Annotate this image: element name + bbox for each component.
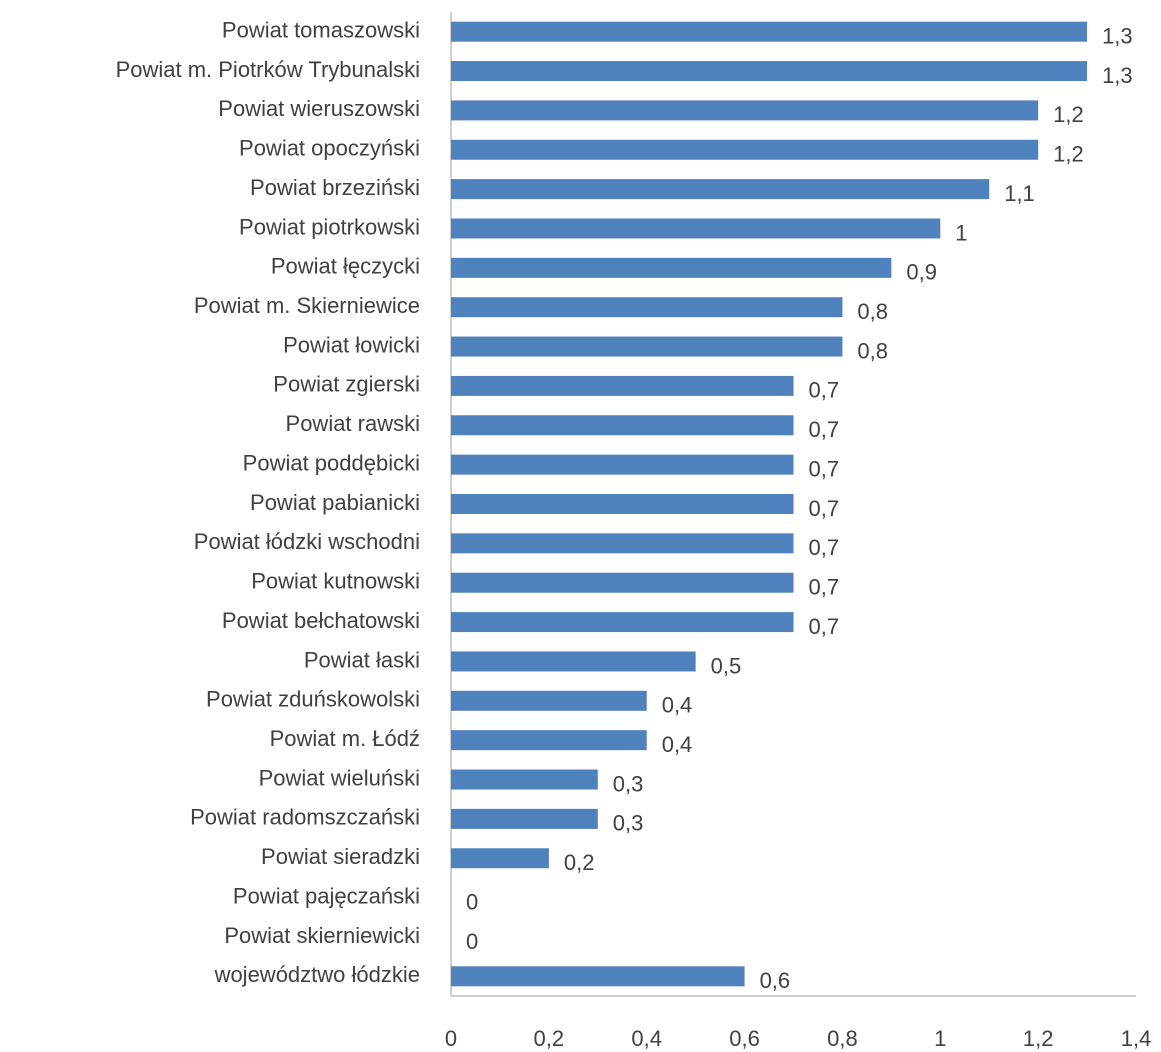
value-label: 0,7 (809, 417, 840, 442)
value-label: 0,6 (760, 968, 791, 993)
value-label: 1,2 (1053, 142, 1084, 167)
y-tick-label: Powiat łowicki (283, 332, 420, 357)
bar (451, 966, 745, 987)
bar (451, 690, 647, 711)
x-tick-label: 0,4 (631, 1026, 662, 1051)
y-tick-label: Powiat łódzki wschodni (194, 529, 420, 554)
y-tick-label: Powiat zduńskowolski (206, 687, 420, 712)
y-tick-label: Powiat bełchatowski (222, 608, 420, 633)
bar (451, 336, 843, 357)
value-label: 0,5 (711, 653, 742, 678)
value-label: 0,3 (613, 771, 644, 796)
bar (451, 297, 843, 318)
y-tick-label: Powiat pabianicki (250, 490, 420, 515)
bar (451, 769, 598, 790)
y-tick-label: Powiat skierniewicki (224, 923, 420, 948)
value-label: 0,4 (662, 732, 693, 757)
y-tick-label: Powiat wieruszowski (218, 96, 420, 121)
y-tick-label: Powiat rawski (286, 411, 420, 436)
value-label: 0,7 (809, 614, 840, 639)
x-tick-label: 1,2 (1023, 1026, 1054, 1051)
bar (451, 257, 892, 278)
value-label: 1,3 (1102, 63, 1133, 88)
bar (451, 415, 794, 436)
value-label: 0,9 (906, 260, 937, 285)
y-tick-label: Powiat m. Łódź (270, 726, 420, 751)
x-tick-label: 0,6 (729, 1026, 760, 1051)
y-tick-label: Powiat sieradzki (261, 844, 420, 869)
value-label: 1,1 (1004, 181, 1035, 206)
y-tick-label: Powiat wieluński (259, 765, 420, 790)
y-tick-label: Powiat pajęczański (233, 883, 420, 908)
y-tick-label: Powiat kutnowski (251, 569, 420, 594)
bar (451, 572, 794, 593)
x-tick-label: 0 (445, 1026, 457, 1051)
value-label: 1,3 (1102, 23, 1133, 48)
bar (451, 139, 1039, 160)
y-tick-label: Powiat tomaszowski (222, 17, 420, 42)
y-tick-label: Powiat zgierski (273, 372, 420, 397)
bar (451, 730, 647, 751)
y-tick-label: województwo łódzkie (214, 962, 420, 987)
y-tick-label: Powiat poddębicki (243, 450, 420, 475)
value-label: 0,8 (857, 338, 888, 363)
y-tick-label: Powiat łaski (304, 647, 420, 672)
bar (451, 61, 1088, 82)
value-label: 0,7 (809, 535, 840, 560)
value-label: 0,7 (809, 496, 840, 521)
bar (451, 179, 990, 200)
value-label: 1,2 (1053, 102, 1084, 127)
y-tick-label: Powiat radomszczański (190, 805, 420, 830)
value-label: 0 (466, 929, 478, 954)
value-label: 0,4 (662, 693, 693, 718)
bar (451, 612, 794, 633)
bar (451, 494, 794, 514)
bar (451, 21, 1088, 42)
bar (451, 454, 794, 475)
bar (451, 218, 941, 239)
bar (451, 808, 598, 829)
value-label: 0,7 (809, 575, 840, 600)
value-label: 0,8 (857, 299, 888, 324)
y-tick-label: Powiat opoczyński (239, 136, 420, 161)
bar (451, 533, 794, 554)
x-tick-label: 0,8 (827, 1026, 858, 1051)
bar (451, 848, 549, 869)
x-tick-label: 1 (934, 1026, 946, 1051)
x-tick-label: 0,2 (534, 1026, 565, 1051)
bar (451, 375, 794, 396)
y-tick-label: Powiat m. Piotrków Trybunalski (116, 57, 420, 82)
value-label: 1 (955, 220, 967, 245)
y-tick-label: Powiat m. Skierniewice (194, 293, 420, 318)
x-tick-label: 1,4 (1121, 1026, 1152, 1051)
bar (451, 100, 1039, 121)
value-label: 0 (466, 889, 478, 914)
y-tick-label: Powiat brzeziński (250, 175, 420, 200)
bar (451, 651, 696, 672)
y-tick-label: Powiat piotrkowski (239, 214, 420, 239)
y-tick-label: Powiat łęczycki (271, 254, 420, 279)
value-label: 0,2 (564, 850, 595, 875)
value-label: 0,7 (809, 456, 840, 481)
value-label: 0,7 (809, 378, 840, 403)
value-label: 0,3 (613, 811, 644, 836)
